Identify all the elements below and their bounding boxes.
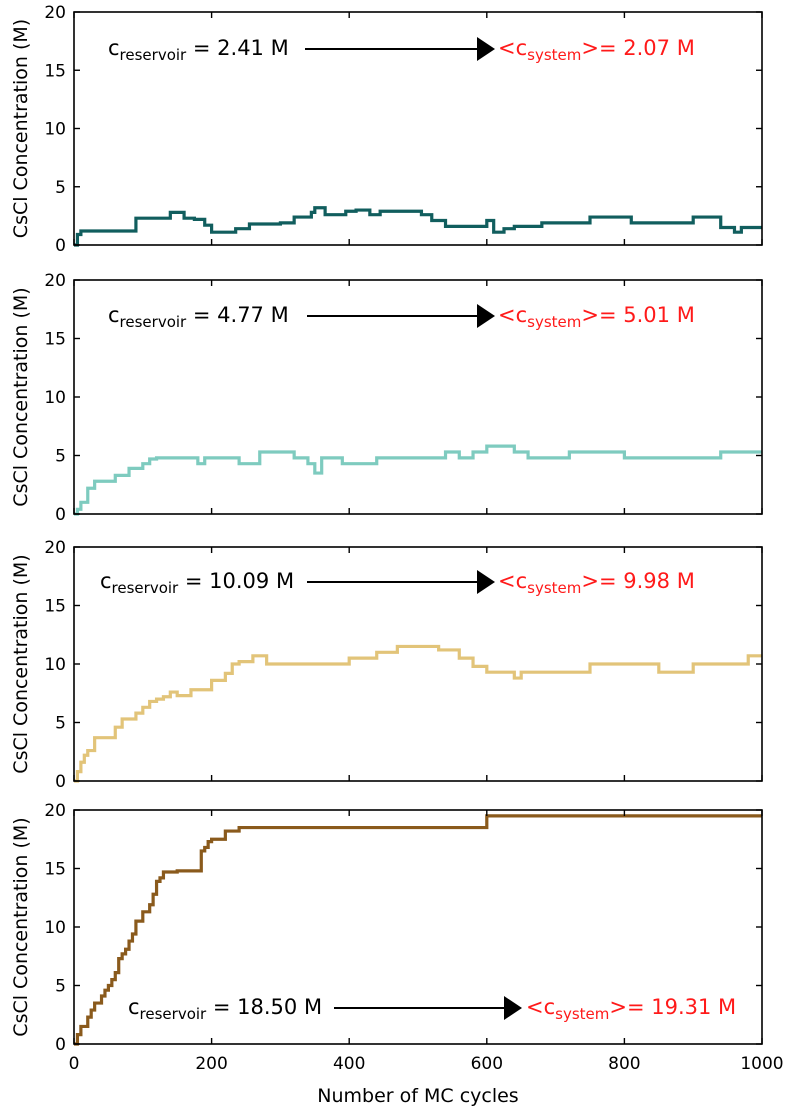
y-tick-label: 15 [44,860,66,880]
arrow-head-icon [477,37,495,61]
concentration-series-line [74,644,762,783]
x-tick-label: 600 [471,1054,503,1074]
system-concentration-label: <csystem>= 5.01 M [498,303,695,331]
y-tick-label: 15 [44,330,66,350]
panel-2: 0 5 10 15 20 CsCl Concentration (M) creservo… [10,271,763,525]
y-tick-label: 5 [55,714,66,734]
y-tick-label: 20 [44,538,66,558]
y-tick-label: 15 [44,597,66,617]
y-tick-label: 10 [44,918,66,938]
y-tick-label: 20 [44,3,66,23]
y-axis-label: CsCl Concentration (M) [10,554,32,773]
panel-4: 0 5 10 15 20 0 200 400 600 800 1000 CsCl Concentr… [10,801,784,1074]
y-tick-label: 0 [55,236,66,256]
y-axis-label: CsCl Concentration (M) [10,287,32,506]
y-tick-label: 20 [44,271,66,291]
reservoir-concentration-label: creservoir = 4.77 M [108,303,289,331]
concentration-series-line [74,206,762,247]
reservoir-concentration-label: creservoir = 18.50 M [128,995,322,1023]
arrow-head-icon [477,304,495,328]
y-tick-label: 0 [55,1035,66,1055]
y-tick-label: 20 [44,801,66,821]
concentration-annotation: creservoir = 2.41 M <csystem>= 2.07 M [108,36,695,64]
system-concentration-label: <csystem>= 19.31 M [526,995,736,1023]
concentration-series-line [74,814,762,1046]
y-tick-label: 10 [44,655,66,675]
arrow-head-icon [504,996,522,1020]
system-concentration-label: <csystem>= 9.98 M [498,569,695,597]
reservoir-concentration-label: creservoir = 2.41 M [108,36,289,64]
x-tick-label: 800 [608,1054,640,1074]
panel-3: 0 5 10 15 20 CsCl Concentration (M) creservo… [10,538,763,792]
x-tick-label: 200 [195,1054,227,1074]
reservoir-concentration-label: creservoir = 10.09 M [100,569,294,597]
y-tick-label: 5 [55,178,66,198]
x-tick-label: 0 [69,1054,80,1074]
y-tick-label: 5 [55,447,66,467]
y-axis-label: CsCl Concentration (M) [10,19,32,238]
plot-frame [73,546,763,782]
y-tick-label: 5 [55,977,66,997]
concentration-annotation: creservoir = 18.50 M <csystem>= 19.31 M [128,995,736,1023]
y-tick-label: 0 [55,772,66,792]
system-concentration-label: <csystem>= 2.07 M [498,36,695,64]
y-tick-label: 10 [44,120,66,140]
y-axis-label: CsCl Concentration (M) [10,817,32,1036]
y-tick-label: 15 [44,61,66,81]
x-axis-label: Number of MC cycles [317,1085,518,1107]
x-tick-label: 1000 [740,1054,783,1074]
plot-frame [73,279,763,515]
panel-1: 0 5 10 15 20 CsCl Concentration (M) creservo… [10,3,763,256]
plot-frame [73,11,763,246]
concentration-annotation: creservoir = 10.09 M <csystem>= 9.98 M [100,569,695,597]
plot-frame [73,809,763,1045]
concentration-series-line [74,444,762,516]
arrow-head-icon [477,570,495,594]
y-tick-label: 10 [44,388,66,408]
concentration-annotation: creservoir = 4.77 M <csystem>= 5.01 M [108,303,695,331]
x-tick-label: 400 [333,1054,365,1074]
y-tick-label: 0 [55,505,66,525]
